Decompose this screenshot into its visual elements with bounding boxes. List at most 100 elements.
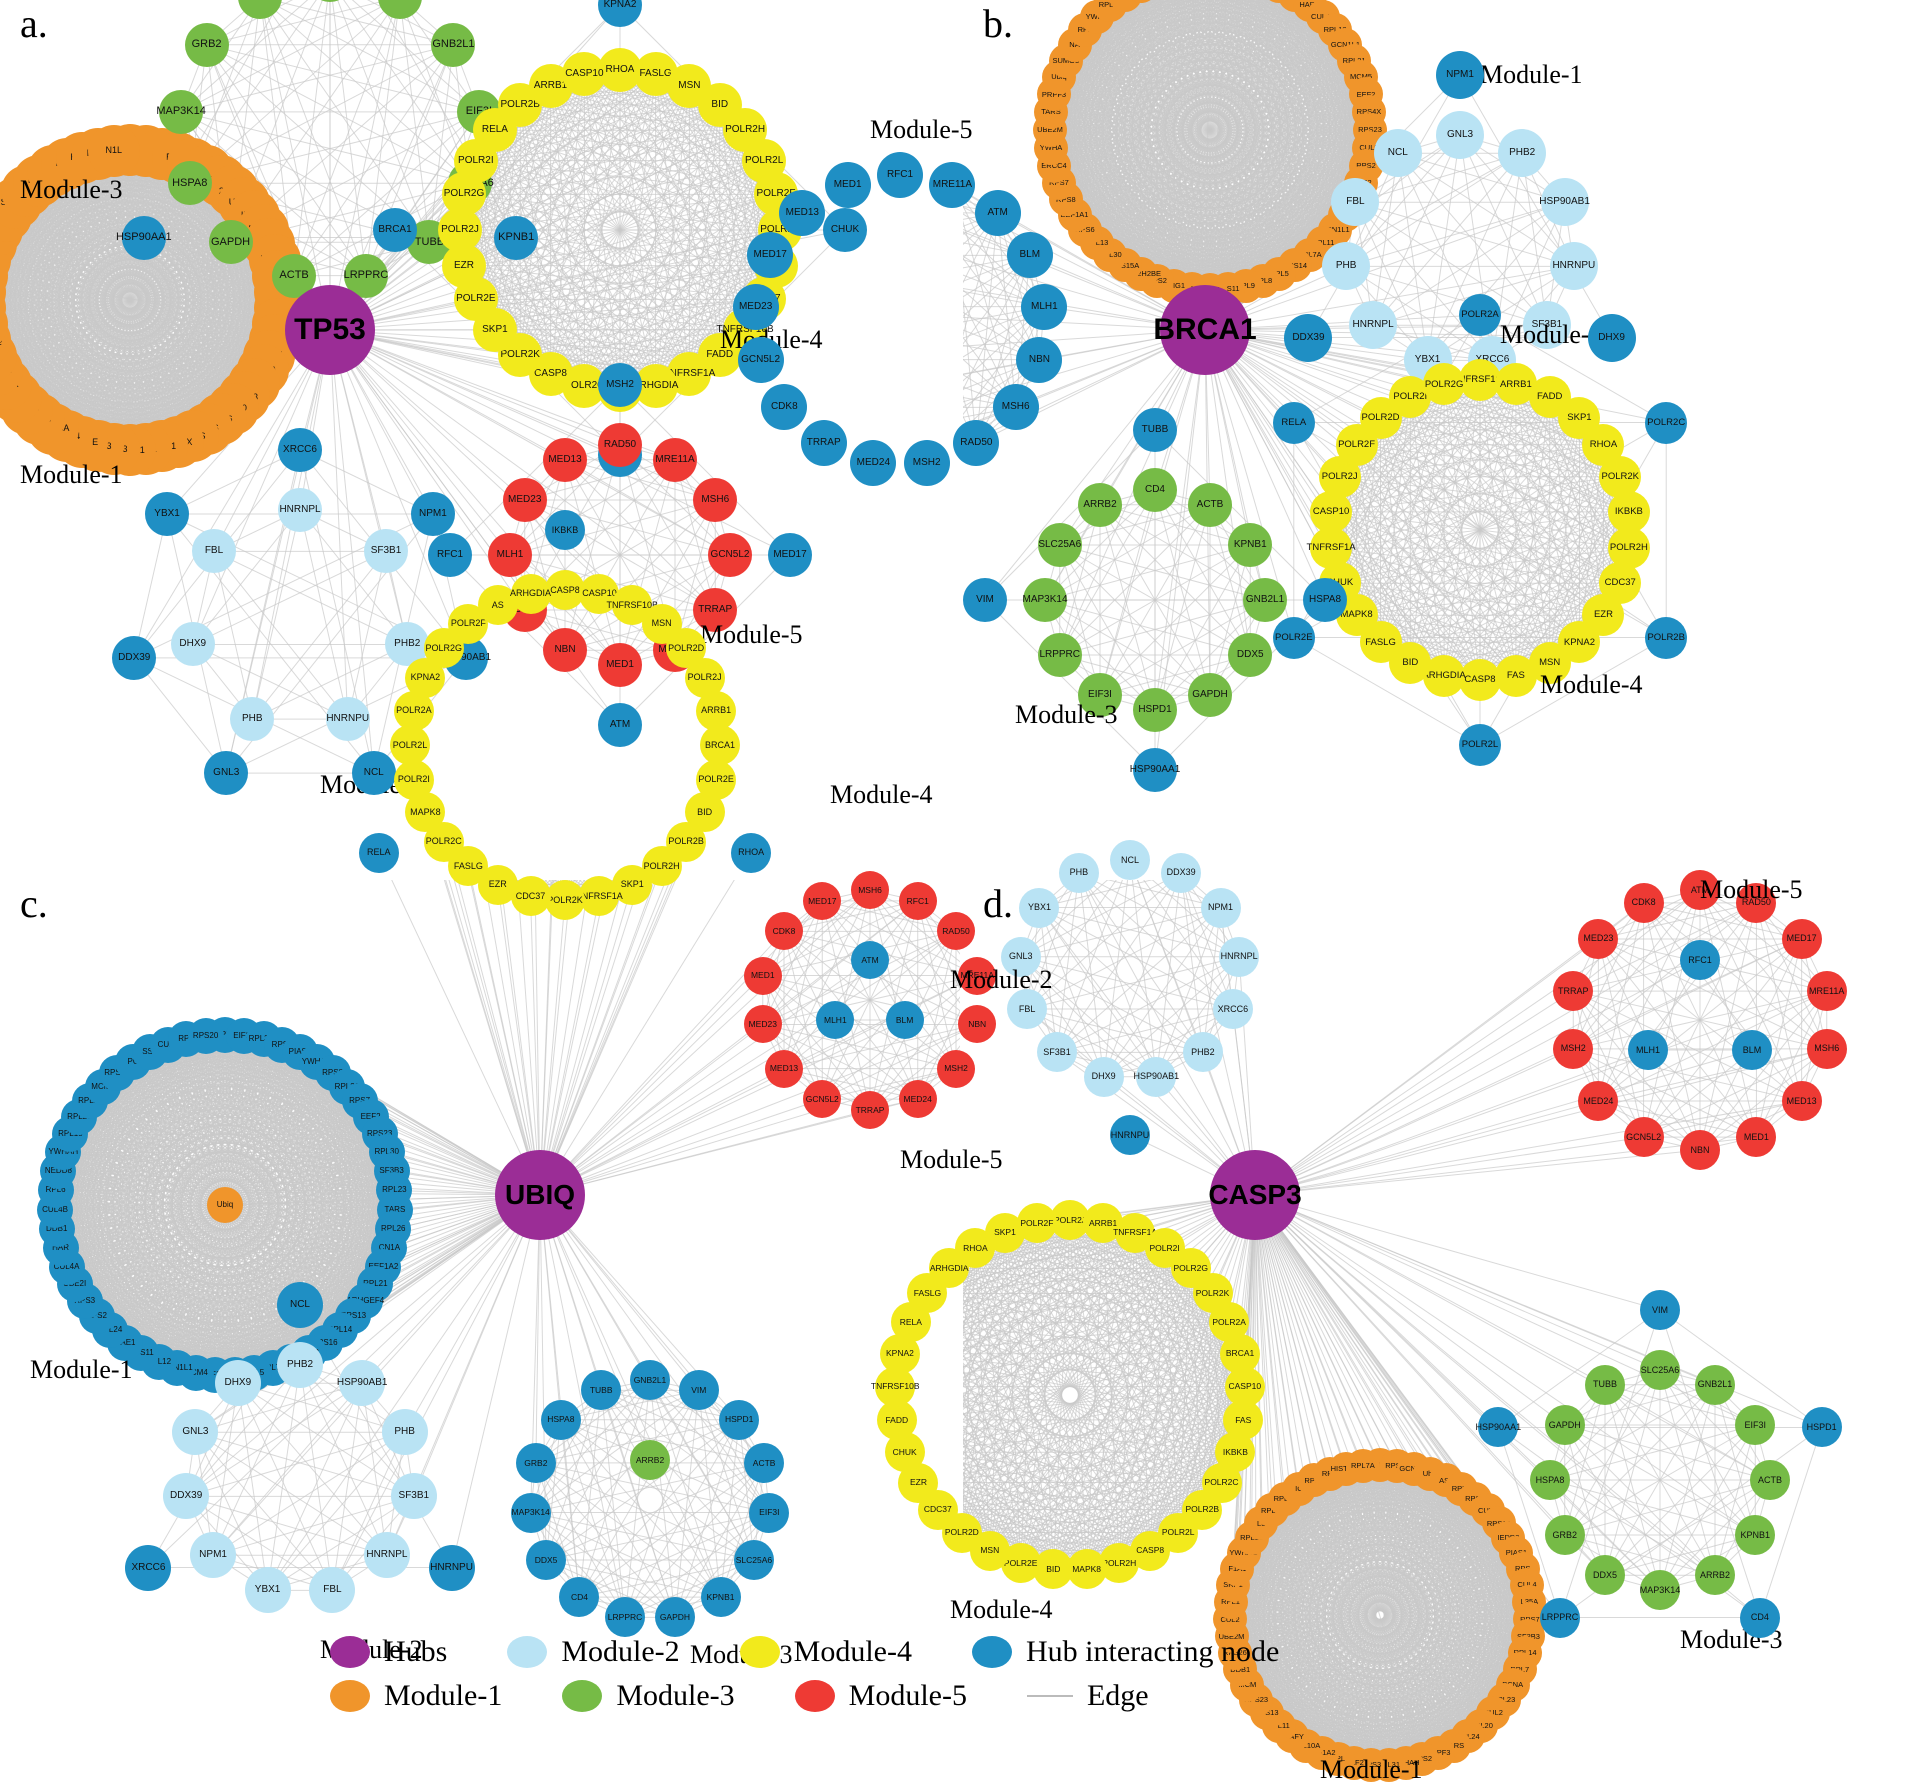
node-b-3-13[interactable]: CASP8 xyxy=(1459,659,1501,701)
node-a-5-6[interactable]: MED1 xyxy=(598,643,642,687)
node-a-5-2[interactable]: MSH6 xyxy=(693,478,737,522)
node-c-8-12[interactable]: GRB2 xyxy=(516,1443,556,1483)
hub-node-a[interactable]: TP53 xyxy=(285,285,375,375)
node-c-6-4[interactable]: HNRNPL xyxy=(364,1532,410,1578)
node-b-5-6[interactable]: HSPD1 xyxy=(1133,688,1177,732)
node-d-7-0[interactable]: VIM xyxy=(1640,1290,1680,1330)
node-d-6-10[interactable]: GAPDH xyxy=(1545,1405,1585,1445)
node-d-0-8[interactable]: SF3B1 xyxy=(1037,1032,1077,1072)
node-c-4-6[interactable]: MED24 xyxy=(899,1080,937,1118)
node-d-2-7[interactable]: NBN xyxy=(1680,1130,1720,1170)
node-d-0-7[interactable]: DHX9 xyxy=(1084,1057,1124,1097)
node-b-5-2[interactable]: KPNB1 xyxy=(1228,523,1272,567)
node-c-6-0[interactable]: PHB2 xyxy=(277,1342,323,1388)
node-a-7-6[interactable]: FBL xyxy=(192,529,236,573)
node-d-0-3[interactable]: HNRNPL xyxy=(1219,937,1259,977)
node-c-8-11[interactable]: MAP3K14 xyxy=(511,1493,551,1533)
node-c-2-21[interactable]: POLR2L xyxy=(390,725,430,765)
node-b-3-20[interactable]: CASP10 xyxy=(1310,491,1352,533)
node-c-6-8[interactable]: DDX39 xyxy=(163,1473,209,1519)
node-c-9-0[interactable]: ARRB2 xyxy=(630,1440,670,1480)
node-a-3-27[interactable]: CASP10 xyxy=(562,52,606,96)
node-d-3-2[interactable]: MLH1 xyxy=(1628,1030,1668,1070)
node-c-6-6[interactable]: YBX1 xyxy=(245,1567,291,1613)
node-a-6-2[interactable]: ATM xyxy=(598,703,642,747)
node-a-1-8[interactable]: GAPDH xyxy=(209,220,253,264)
node-c-8-10[interactable]: DDX5 xyxy=(526,1540,566,1580)
node-d-2-8[interactable]: GCN5L2 xyxy=(1624,1117,1664,1157)
node-a-6-0[interactable]: MSH2 xyxy=(598,363,642,407)
node-a-7-4[interactable]: PHB xyxy=(230,697,274,741)
node-b-7-7[interactable]: RAD50 xyxy=(953,420,999,466)
node-d-2-11[interactable]: TRRAP xyxy=(1553,971,1593,1011)
node-c-4-10[interactable]: MED23 xyxy=(744,1005,782,1043)
node-c-7-2[interactable]: XRCC6 xyxy=(125,1545,171,1591)
node-c-8-13[interactable]: HSPA8 xyxy=(541,1400,581,1440)
node-b-7-5[interactable]: NBN xyxy=(1016,337,1062,383)
node-d-6-4[interactable]: KPNB1 xyxy=(1735,1515,1775,1555)
node-c-6-2[interactable]: PHB xyxy=(382,1409,428,1455)
node-d-2-10[interactable]: MSH2 xyxy=(1553,1029,1593,1069)
node-c-6-3[interactable]: SF3B1 xyxy=(391,1473,437,1519)
node-d-2-6[interactable]: MED1 xyxy=(1736,1117,1776,1157)
node-c-6-9[interactable]: GNL3 xyxy=(172,1409,218,1455)
node-c-4-12[interactable]: CDK8 xyxy=(765,912,803,950)
node-c-4-7[interactable]: TRRAP xyxy=(851,1091,889,1129)
node-a-8-3[interactable]: NCL xyxy=(352,751,396,795)
node-d-6-7[interactable]: DDX5 xyxy=(1585,1555,1625,1595)
node-a-8-1[interactable]: NPM1 xyxy=(411,492,455,536)
node-d-6-5[interactable]: ARRB2 xyxy=(1695,1555,1735,1595)
node-b-2-2[interactable]: DDX39 xyxy=(1284,314,1332,362)
node-d-0-6[interactable]: HSP90AB1 xyxy=(1136,1057,1176,1097)
node-b-5-8[interactable]: LRPPRC xyxy=(1038,633,1082,677)
node-b-7-3[interactable]: BLM xyxy=(1007,232,1053,278)
node-a-7-0[interactable]: HNRNPL xyxy=(278,488,322,532)
node-a-1-9[interactable]: HSPA8 xyxy=(168,161,212,205)
node-c-3-0[interactable]: IKBKB xyxy=(545,510,585,550)
node-c-2-7[interactable]: BRCA1 xyxy=(700,725,740,765)
node-b-1-8[interactable]: PHB xyxy=(1322,242,1370,290)
node-c-2-20[interactable]: POLR2I xyxy=(394,760,434,800)
hub-node-d[interactable]: CASP3 xyxy=(1210,1150,1300,1240)
hub-node-b[interactable]: BRCA1 xyxy=(1160,285,1250,375)
node-c-2-14[interactable]: POLR2K xyxy=(545,880,585,920)
node-c-4-13[interactable]: MED17 xyxy=(803,882,841,920)
node-c-6-1[interactable]: HSP90AB1 xyxy=(339,1360,385,1406)
node-d-3-0[interactable]: RFC1 xyxy=(1680,940,1720,980)
node-b-5-9[interactable]: MAP3K14 xyxy=(1023,578,1067,622)
node-b-5-3[interactable]: GNB2L1 xyxy=(1243,578,1287,622)
node-a-5-10[interactable]: MED23 xyxy=(503,478,547,522)
node-a-1-11[interactable]: GRB2 xyxy=(185,23,229,67)
node-c-8-14[interactable]: TUBB xyxy=(581,1370,621,1410)
node-a-7-1[interactable]: SF3B1 xyxy=(364,529,408,573)
node-a-4-3[interactable]: BRCA1 xyxy=(373,208,417,252)
node-b-4-4[interactable]: POLR2E xyxy=(1273,617,1315,659)
node-d-2-9[interactable]: MED24 xyxy=(1578,1081,1618,1121)
node-a-5-1[interactable]: MRE11A xyxy=(653,438,697,482)
node-a-1-12[interactable]: ARRB2 xyxy=(238,0,282,19)
node-c-5-1[interactable]: BLM xyxy=(886,1001,924,1039)
node-b-6-1[interactable]: HSPA8 xyxy=(1303,578,1347,622)
node-d-3-1[interactable]: BLM xyxy=(1732,1030,1772,1070)
node-a-5-7[interactable]: NBN xyxy=(543,628,587,672)
node-b-7-10[interactable]: TRRAP xyxy=(801,420,847,466)
node-c-2-13[interactable]: TNFRSF1A xyxy=(579,876,619,916)
node-a-0-57[interactable]: N1L xyxy=(88,125,140,177)
node-d-6-1[interactable]: GNB2L1 xyxy=(1695,1365,1735,1405)
node-c-8-1[interactable]: VIM xyxy=(679,1370,719,1410)
node-a-5-9[interactable]: MLH1 xyxy=(488,533,532,577)
node-d-5-54[interactable]: RPL7A xyxy=(1346,1449,1380,1483)
node-b-7-2[interactable]: ATM xyxy=(975,190,1021,236)
node-a-2-2[interactable]: HSP90AA1 xyxy=(122,216,166,260)
node-b-6-3[interactable]: VIM xyxy=(963,578,1007,622)
node-b-1-1[interactable]: PHB2 xyxy=(1498,129,1546,177)
node-b-1-7[interactable]: HNRNPL xyxy=(1349,301,1397,349)
node-b-5-0[interactable]: CD4 xyxy=(1133,468,1177,512)
node-b-5-11[interactable]: ARRB2 xyxy=(1078,483,1122,527)
node-c-6-10[interactable]: DHX9 xyxy=(215,1360,261,1406)
node-b-5-4[interactable]: DDX5 xyxy=(1228,633,1272,677)
node-b-3-19[interactable]: TNFRSF1A xyxy=(1310,527,1352,569)
node-d-4-32[interactable]: POLR2F xyxy=(1017,1203,1057,1243)
node-b-5-5[interactable]: GAPDH xyxy=(1188,673,1232,717)
node-b-4-3[interactable]: POLR2L xyxy=(1459,724,1501,766)
